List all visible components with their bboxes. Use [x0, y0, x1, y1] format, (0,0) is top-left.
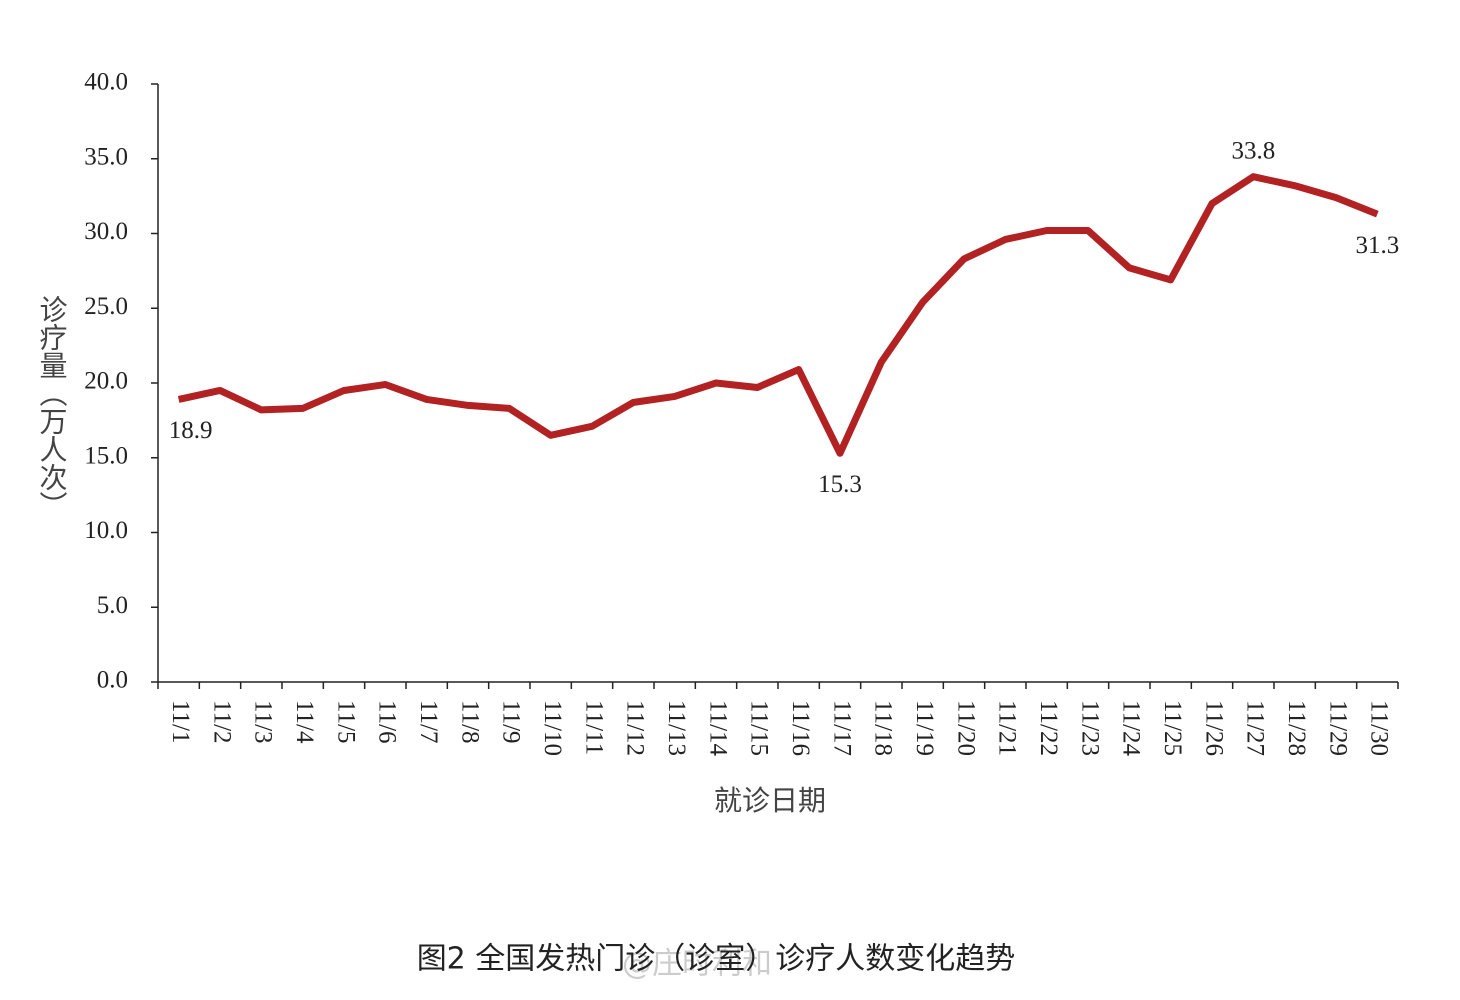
- x-tick-label: 11/25: [1159, 700, 1186, 756]
- data-label: 15.3: [818, 471, 862, 498]
- x-tick-label: 11/14: [704, 700, 731, 757]
- x-tick-label: 11/26: [1200, 700, 1227, 756]
- x-tick-label: 11/20: [952, 700, 979, 756]
- caption: 图2 全国发热门诊（诊室）诊疗人数变化趋势: [417, 942, 1016, 977]
- x-axis-label: 就诊日期: [714, 784, 826, 817]
- x-tick-label: 11/17: [828, 700, 855, 756]
- y-axis-label: 诊疗量（万人次）: [36, 295, 69, 519]
- x-tick-label: 11/5: [332, 700, 359, 744]
- x-tick-label: 11/29: [1324, 700, 1351, 756]
- data-label: 33.8: [1231, 137, 1275, 164]
- y-tick-label: 35.0: [84, 143, 128, 170]
- x-tick-label: 11/18: [870, 700, 897, 756]
- x-tick-label: 11/23: [1076, 700, 1103, 756]
- y-tick-label: 0.0: [97, 667, 128, 694]
- y-tick-label: 25.0: [84, 293, 128, 320]
- y-tick-label: 15.0: [84, 442, 128, 469]
- x-tick-label: 11/7: [415, 700, 442, 744]
- x-tick-label: 11/11: [580, 700, 607, 755]
- x-tick-label: 11/15: [746, 700, 773, 756]
- x-tick-label: 11/22: [1035, 700, 1062, 756]
- y-tick-label: 20.0: [84, 368, 128, 395]
- x-tick-label: 11/12: [622, 700, 649, 756]
- x-tick-label: 11/1: [167, 700, 194, 744]
- y-tick-label: 10.0: [84, 517, 128, 544]
- x-tick-label: 11/30: [1366, 700, 1393, 756]
- x-tick-label: 11/8: [456, 700, 483, 744]
- x-tick-label: 11/19: [911, 700, 938, 756]
- data-label: 31.3: [1355, 232, 1399, 259]
- x-tick-label: 11/27: [1242, 700, 1269, 756]
- x-tick-label: 11/13: [663, 700, 690, 756]
- x-tick-label: 11/9: [498, 700, 525, 744]
- watermark: @庄时利和: [622, 947, 772, 982]
- x-tick-label: 11/4: [291, 700, 318, 744]
- y-tick-label: 40.0: [84, 69, 128, 96]
- x-tick-label: 11/16: [787, 700, 814, 756]
- x-tick-label: 11/21: [994, 700, 1021, 756]
- x-tick-label: 11/24: [1118, 700, 1145, 757]
- y-tick-label: 5.0: [97, 592, 128, 619]
- y-tick-label: 30.0: [84, 218, 128, 245]
- line: [177, 173, 1379, 457]
- x-tick-label: 11/6: [374, 700, 401, 744]
- x-tick-label: 11/2: [208, 700, 235, 744]
- x-tick-label: 11/10: [539, 700, 566, 756]
- data-label: 18.9: [169, 417, 213, 444]
- x-tick-label: 11/28: [1283, 700, 1310, 756]
- x-tick-label: 11/3: [250, 700, 277, 744]
